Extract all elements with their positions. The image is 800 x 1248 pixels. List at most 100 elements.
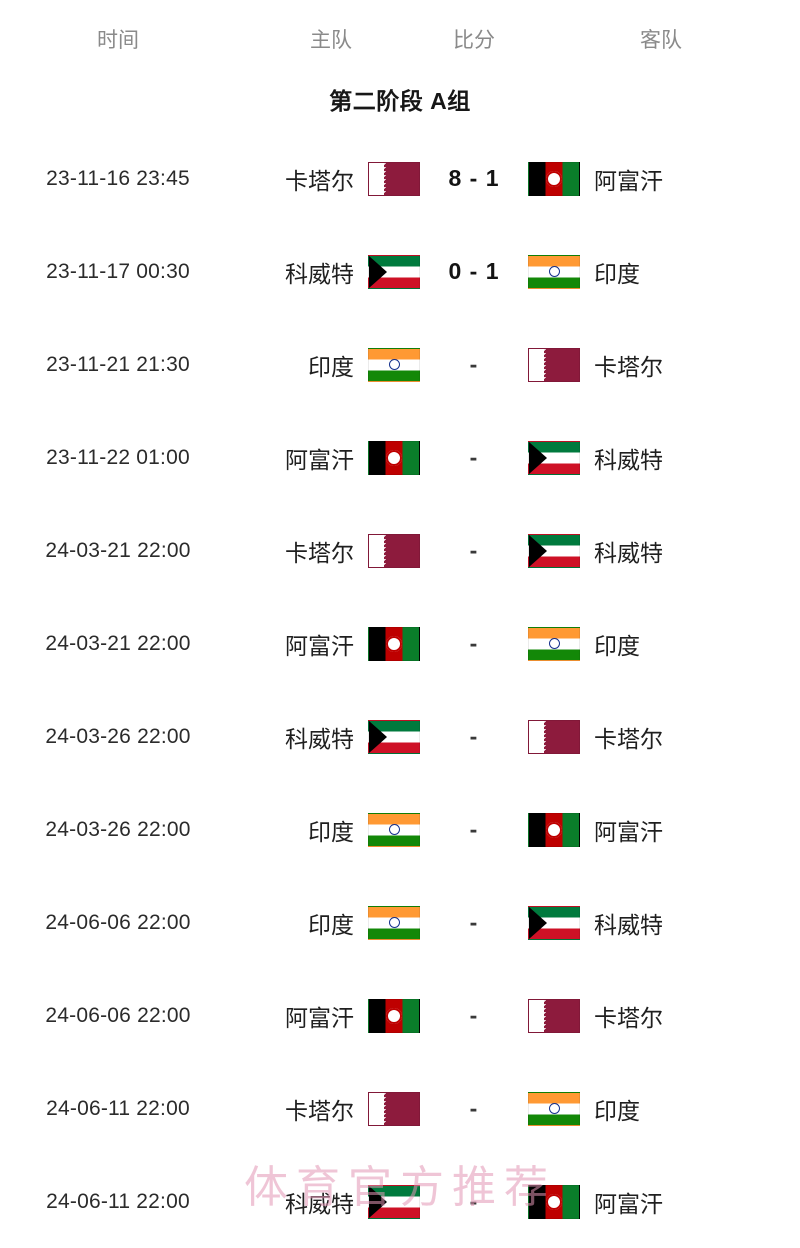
match-score: - bbox=[469, 909, 479, 935]
match-row[interactable]: 24-03-21 22:00 卡塔尔 - 科威特 bbox=[0, 504, 800, 597]
away-team-cell: 印度 bbox=[522, 626, 800, 661]
home-team-cell: 科威特 bbox=[236, 719, 426, 754]
score-cell: - bbox=[426, 909, 522, 936]
home-flag-icon bbox=[368, 254, 420, 289]
away-team-name: 印度 bbox=[594, 1097, 640, 1124]
away-team-cell: 印度 bbox=[522, 254, 800, 289]
away-flag-icon bbox=[528, 1091, 580, 1126]
score-cell: - bbox=[426, 1095, 522, 1122]
home-flag-icon bbox=[368, 1091, 420, 1126]
away-team-cell: 科威特 bbox=[522, 533, 800, 568]
header-away-team: 客队 bbox=[640, 29, 682, 52]
match-row[interactable]: 24-06-11 22:00 卡塔尔 - 印度 bbox=[0, 1062, 800, 1155]
home-team-cell: 印度 bbox=[236, 347, 426, 382]
home-team-name: 印度 bbox=[308, 818, 354, 845]
header-home-team: 主队 bbox=[310, 29, 352, 52]
match-time: 23-11-22 01:00 bbox=[46, 445, 190, 469]
match-row[interactable]: 24-06-06 22:00 印度 - 科威特 bbox=[0, 876, 800, 969]
home-team-name: 印度 bbox=[308, 353, 354, 380]
home-team-name: 科威特 bbox=[285, 260, 354, 287]
away-flag-icon bbox=[528, 347, 580, 382]
home-team-name: 印度 bbox=[308, 911, 354, 938]
away-team-cell: 阿富汗 bbox=[522, 812, 800, 847]
match-time: 24-03-26 22:00 bbox=[45, 817, 191, 841]
away-team-name: 阿富汗 bbox=[594, 167, 663, 194]
home-team-name: 卡塔尔 bbox=[285, 539, 354, 566]
away-team-name: 卡塔尔 bbox=[594, 353, 663, 380]
home-team-cell: 阿富汗 bbox=[236, 998, 426, 1033]
score-cell: - bbox=[426, 444, 522, 471]
match-row[interactable]: 24-03-26 22:00 印度 - 阿富汗 bbox=[0, 783, 800, 876]
away-team-name: 印度 bbox=[594, 260, 640, 287]
home-team-cell: 卡塔尔 bbox=[236, 1091, 426, 1126]
score-cell: - bbox=[426, 723, 522, 750]
home-team-name: 卡塔尔 bbox=[285, 167, 354, 194]
home-flag-icon bbox=[368, 812, 420, 847]
score-cell: 0 - 1 bbox=[426, 258, 522, 285]
home-team-cell: 卡塔尔 bbox=[236, 161, 426, 196]
score-cell: - bbox=[426, 537, 522, 564]
match-time: 24-03-21 22:00 bbox=[45, 538, 191, 562]
match-time: 24-06-11 22:00 bbox=[46, 1189, 190, 1213]
away-flag-icon bbox=[528, 161, 580, 196]
match-row[interactable]: 23-11-21 21:30 印度 - 卡塔尔 bbox=[0, 318, 800, 411]
away-team-name: 卡塔尔 bbox=[594, 725, 663, 752]
away-team-name: 阿富汗 bbox=[594, 1190, 663, 1217]
match-time: 23-11-17 00:30 bbox=[46, 259, 190, 283]
home-team-name: 阿富汗 bbox=[285, 446, 354, 473]
home-team-cell: 科威特 bbox=[236, 1184, 426, 1219]
away-team-name: 科威特 bbox=[594, 539, 663, 566]
match-score: - bbox=[469, 351, 479, 377]
match-score: - bbox=[469, 444, 479, 470]
match-row[interactable]: 24-03-26 22:00 科威特 - 卡塔尔 bbox=[0, 690, 800, 783]
match-list: 23-11-16 23:45 卡塔尔 8 - 1 阿富汗 23-11-17 00:30 科… bbox=[0, 132, 800, 1248]
match-row[interactable]: 23-11-17 00:30 科威特 0 - 1 印度 bbox=[0, 225, 800, 318]
match-time: 24-06-06 22:00 bbox=[45, 1003, 191, 1027]
match-time: 24-03-26 22:00 bbox=[45, 724, 191, 748]
score-cell: - bbox=[426, 351, 522, 378]
home-team-cell: 阿富汗 bbox=[236, 440, 426, 475]
away-flag-icon bbox=[528, 1184, 580, 1219]
score-cell: - bbox=[426, 1188, 522, 1215]
away-team-cell: 卡塔尔 bbox=[522, 998, 800, 1033]
away-flag-icon bbox=[528, 812, 580, 847]
match-time: 24-06-06 22:00 bbox=[45, 910, 191, 934]
match-score: - bbox=[469, 1188, 479, 1214]
match-score: 8 - 1 bbox=[448, 165, 500, 191]
header-time: 时间 bbox=[97, 29, 139, 52]
match-time: 24-03-21 22:00 bbox=[45, 631, 191, 655]
match-row[interactable]: 24-06-11 22:00 科威特 - 阿富汗 bbox=[0, 1155, 800, 1248]
home-team-cell: 卡塔尔 bbox=[236, 533, 426, 568]
match-row[interactable]: 24-06-06 22:00 阿富汗 - 卡塔尔 bbox=[0, 969, 800, 1062]
home-team-name: 阿富汗 bbox=[285, 1004, 354, 1031]
away-team-name: 卡塔尔 bbox=[594, 1004, 663, 1031]
match-row[interactable]: 23-11-22 01:00 阿富汗 - 科威特 bbox=[0, 411, 800, 504]
match-row[interactable]: 24-03-21 22:00 阿富汗 - 印度 bbox=[0, 597, 800, 690]
away-flag-icon bbox=[528, 719, 580, 754]
match-score: - bbox=[469, 723, 479, 749]
home-team-name: 科威特 bbox=[285, 725, 354, 752]
match-time: 24-06-11 22:00 bbox=[46, 1096, 190, 1120]
away-team-cell: 阿富汗 bbox=[522, 1184, 800, 1219]
home-flag-icon bbox=[368, 626, 420, 661]
home-flag-icon bbox=[368, 1184, 420, 1219]
match-time: 23-11-16 23:45 bbox=[46, 166, 190, 190]
away-team-cell: 科威特 bbox=[522, 440, 800, 475]
home-flag-icon bbox=[368, 998, 420, 1033]
score-cell: - bbox=[426, 816, 522, 843]
home-flag-icon bbox=[368, 440, 420, 475]
home-team-name: 卡塔尔 bbox=[285, 1097, 354, 1124]
match-score: - bbox=[469, 1095, 479, 1121]
away-team-cell: 卡塔尔 bbox=[522, 347, 800, 382]
away-team-cell: 印度 bbox=[522, 1091, 800, 1126]
home-flag-icon bbox=[368, 161, 420, 196]
away-flag-icon bbox=[528, 905, 580, 940]
home-flag-icon bbox=[368, 347, 420, 382]
home-team-cell: 印度 bbox=[236, 905, 426, 940]
match-time: 23-11-21 21:30 bbox=[46, 352, 190, 376]
away-team-cell: 科威特 bbox=[522, 905, 800, 940]
home-team-cell: 印度 bbox=[236, 812, 426, 847]
match-score: 0 - 1 bbox=[448, 258, 500, 284]
header-score: 比分 bbox=[453, 29, 495, 52]
match-row[interactable]: 23-11-16 23:45 卡塔尔 8 - 1 阿富汗 bbox=[0, 132, 800, 225]
